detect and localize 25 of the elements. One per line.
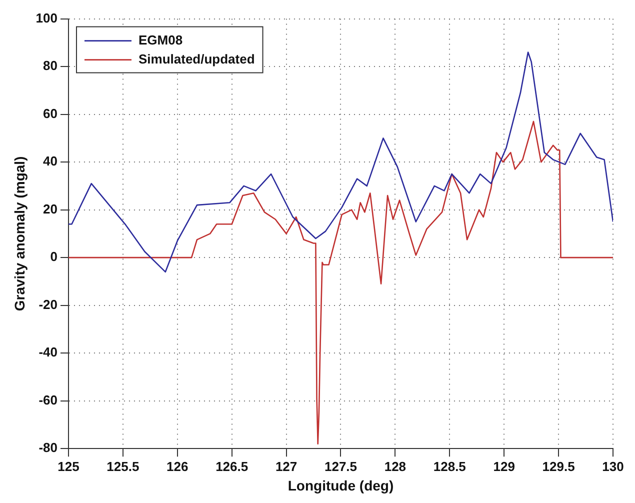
x-tick-label: 125.5 (106, 458, 140, 474)
x-tick-label: 125 (58, 458, 80, 474)
y-tick-label: -80 (38, 440, 58, 456)
x-tick-label: 128 (384, 458, 406, 474)
y-tick-label: 60 (43, 106, 58, 121)
y-tick-label: -40 (38, 344, 58, 360)
y-tick-label: -20 (38, 296, 58, 312)
y-tick-label: 100 (36, 10, 58, 26)
legend-label: EGM08 (138, 32, 183, 48)
y-axis-title: Gravity anomaly (mgal) (11, 156, 28, 312)
x-tick-label: 127.5 (324, 458, 358, 474)
y-tick-label: 40 (43, 154, 58, 169)
legend-label: Simulated/updated (138, 51, 255, 66)
x-axis-title: Longitude (deg) (288, 477, 394, 494)
y-tick-label: 20 (43, 201, 58, 216)
x-tick-label: 130 (602, 458, 624, 474)
x-tick-label: 126 (166, 458, 188, 474)
x-tick-label: 128.5 (433, 458, 466, 474)
x-tick-label: 127 (275, 458, 298, 474)
x-tick-label: 129 (493, 458, 515, 474)
x-tick-label: 129.5 (542, 458, 575, 474)
y-tick-label: -60 (38, 392, 58, 408)
x-tick-label: 126.5 (216, 458, 248, 474)
y-tick-label: 80 (43, 58, 58, 74)
y-tick-label: 0 (50, 249, 58, 264)
